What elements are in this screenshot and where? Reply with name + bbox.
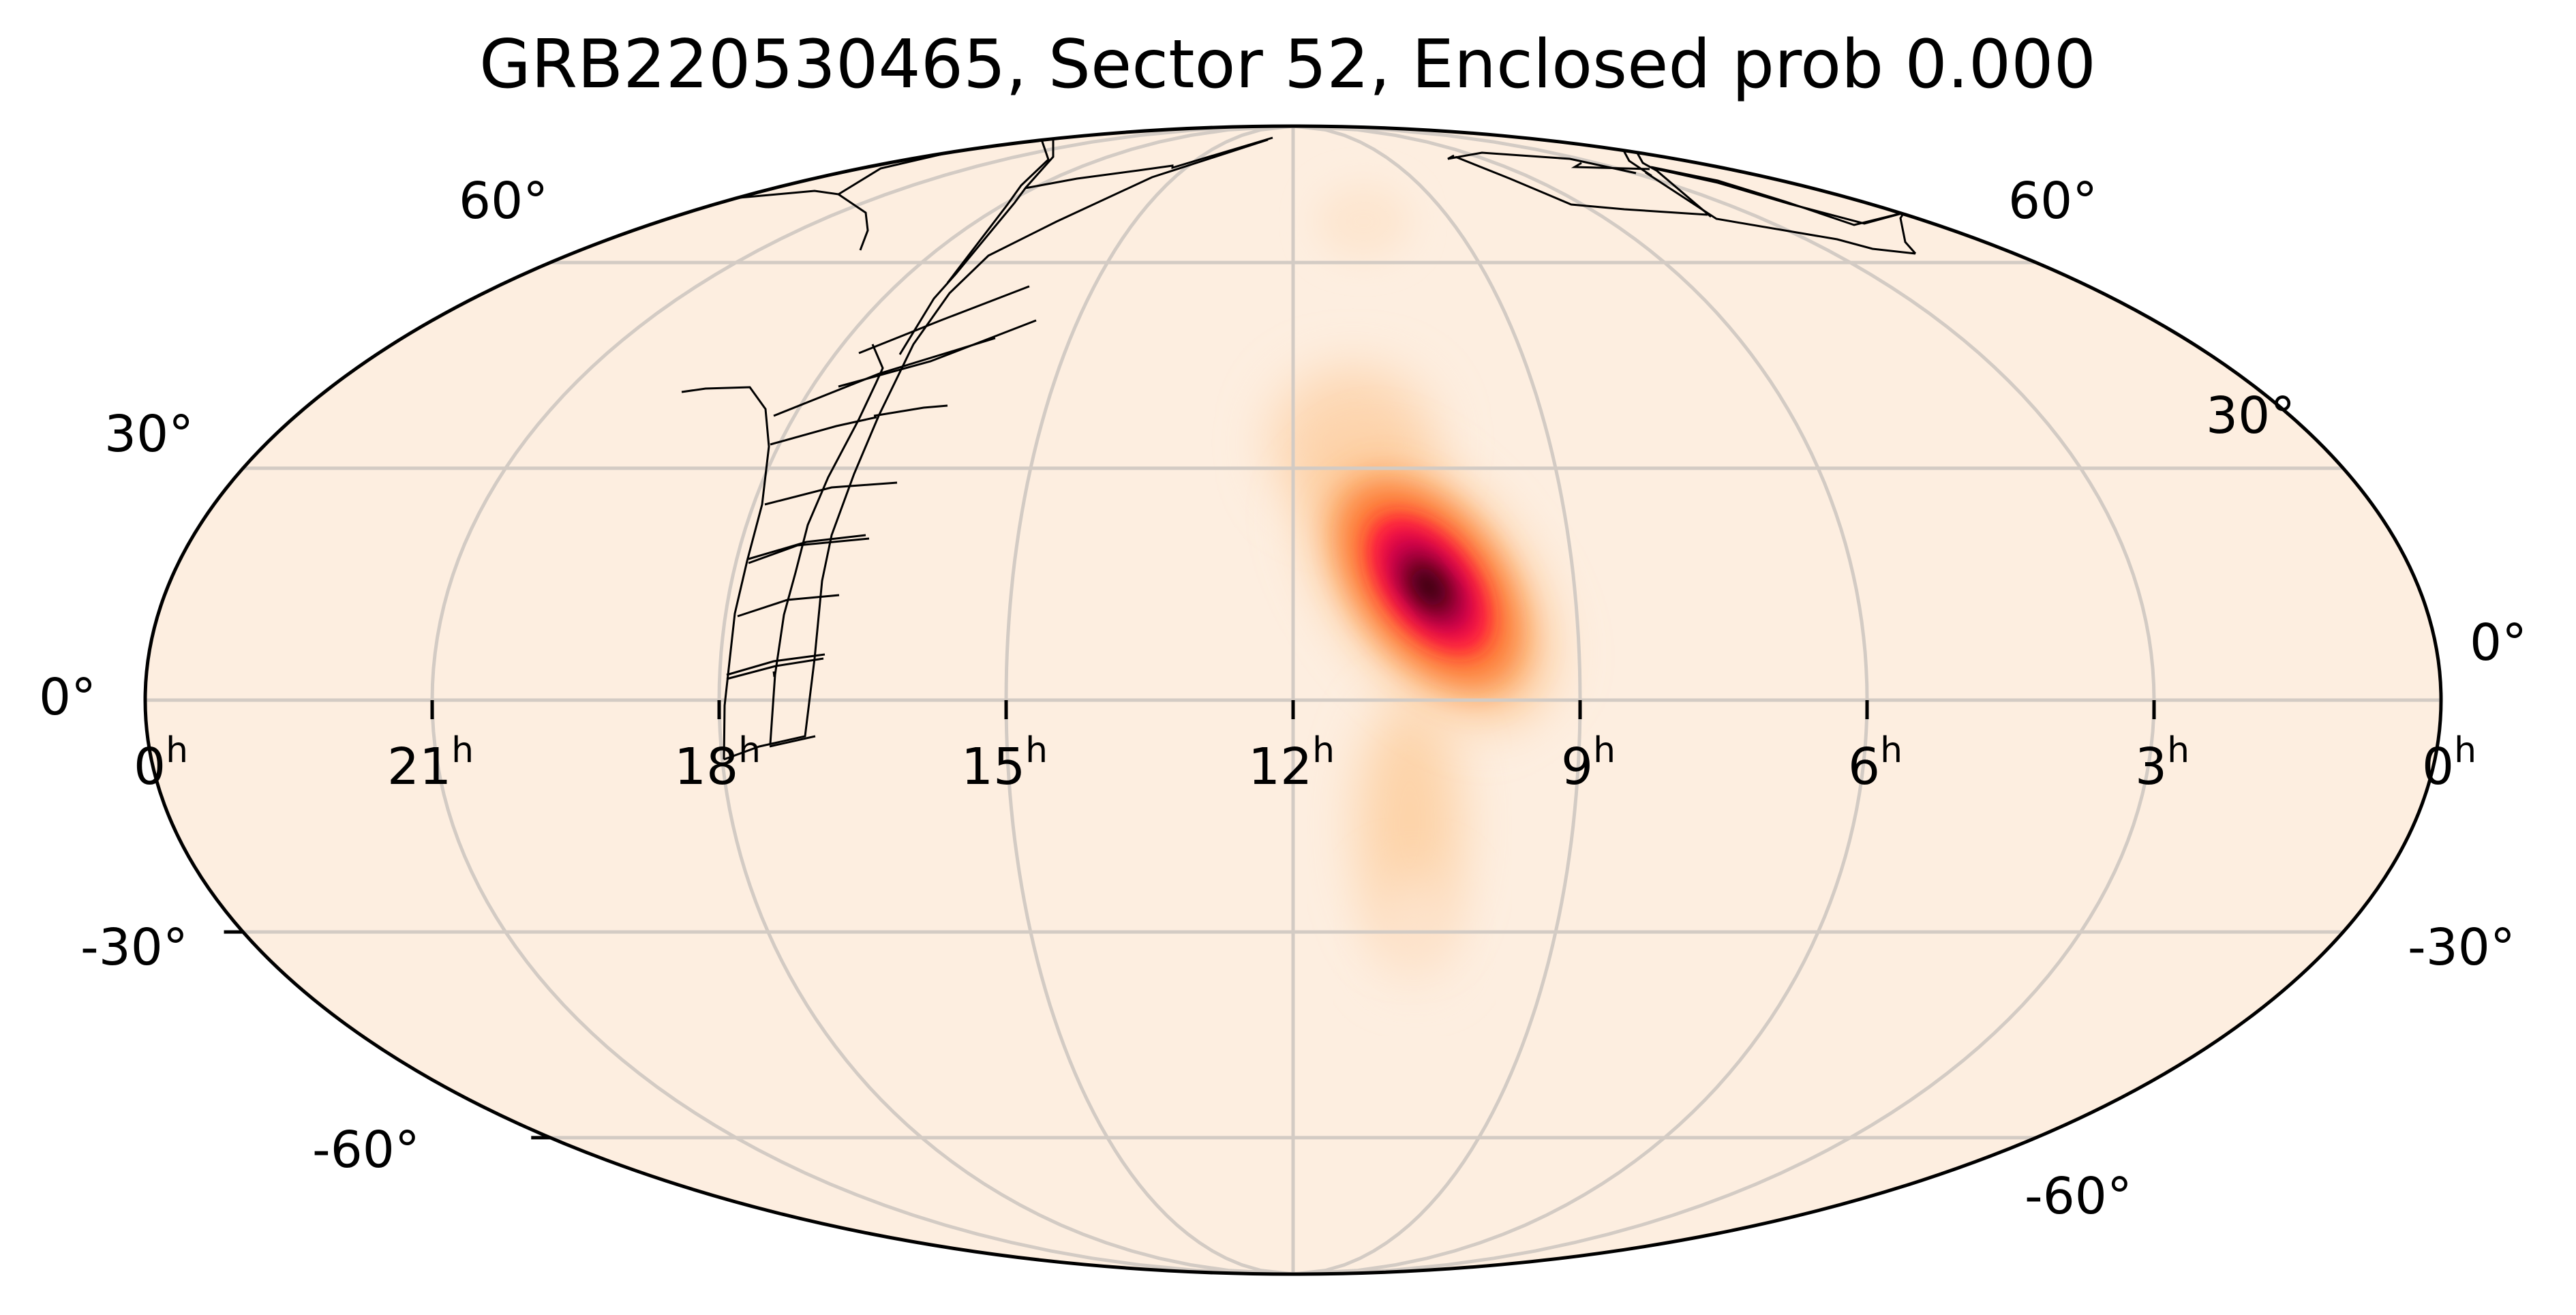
axis-ticks bbox=[224, 700, 2156, 1140]
dec-tick-label: -30° bbox=[2408, 918, 2515, 977]
ra-tick-label: 0h bbox=[2422, 730, 2476, 796]
localization-heatmap bbox=[1271, 184, 1549, 982]
ra-tick-label: 9h bbox=[1561, 730, 1616, 796]
dec-tick-label: -30° bbox=[80, 918, 188, 977]
dec-tick-label: 30° bbox=[104, 405, 194, 464]
ra-tick-label: 18h bbox=[674, 730, 761, 796]
dec-tick-label: 60° bbox=[2008, 172, 2097, 230]
footprint-outline-left bbox=[723, 138, 1269, 761]
dec-tick-label: -60° bbox=[2025, 1167, 2132, 1226]
sky-boundary bbox=[143, 124, 2443, 1276]
axis-labels: 0h 21h 18h 15h 12h 9h 6h 3h 0h60°30°0°-30°-60°60… bbox=[39, 172, 2527, 1226]
dec-tick-label: 60° bbox=[459, 172, 548, 230]
dec-tick-label: 0° bbox=[39, 668, 96, 727]
dec-tick-label: -60° bbox=[312, 1121, 420, 1179]
tess-sector-footprint bbox=[681, 135, 1917, 761]
plot-title: GRB220530465, Sector 52, Enclosed prob 0… bbox=[479, 26, 2096, 104]
dec-tick-label: 0° bbox=[2470, 614, 2527, 672]
footprint-outline-right bbox=[1447, 151, 1637, 175]
dec-tick-label: 30° bbox=[2206, 387, 2295, 445]
